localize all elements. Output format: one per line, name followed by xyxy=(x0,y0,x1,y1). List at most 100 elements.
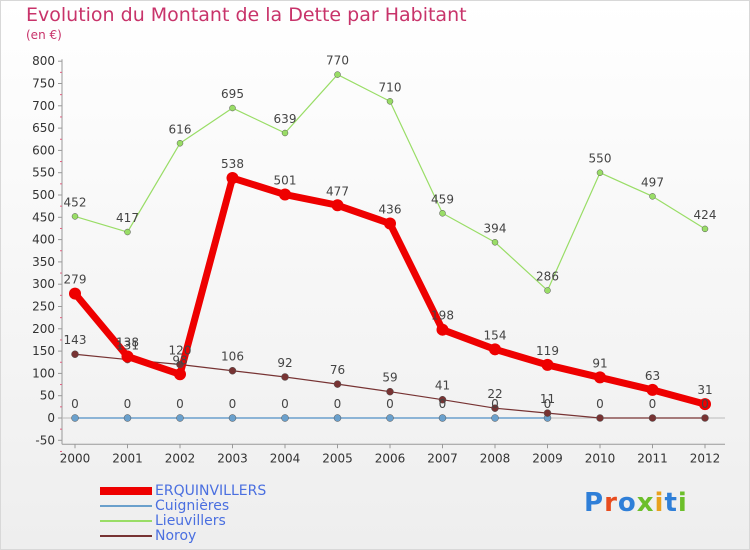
y-tick-label: 250 xyxy=(32,300,55,314)
data-point xyxy=(121,350,134,363)
x-tick-label: 2002 xyxy=(165,451,196,465)
chart-title: Evolution du Montant de la Dette par Hab… xyxy=(26,4,467,26)
data-label: 477 xyxy=(326,184,349,198)
data-point xyxy=(541,358,554,371)
data-label: 538 xyxy=(221,157,244,171)
y-tick-label: 750 xyxy=(32,77,55,91)
data-point xyxy=(438,414,447,422)
x-tick-label: 2005 xyxy=(322,451,353,465)
data-point xyxy=(384,217,396,230)
x-tick-label: 2000 xyxy=(60,451,91,465)
data-label: 0 xyxy=(176,397,184,411)
y-tick-label: 700 xyxy=(32,99,55,113)
data-point xyxy=(386,387,394,396)
data-point xyxy=(124,228,131,236)
data-point xyxy=(701,414,709,422)
data-point xyxy=(701,225,709,233)
x-tick-label: 2009 xyxy=(532,451,563,465)
data-point xyxy=(596,169,604,176)
data-point xyxy=(544,287,551,294)
data-label: 0 xyxy=(491,397,499,411)
y-tick-label: 650 xyxy=(32,121,55,135)
data-label: 98 xyxy=(172,353,187,367)
data-label: 131 xyxy=(116,339,139,353)
data-point xyxy=(176,140,184,147)
data-point xyxy=(176,360,184,369)
y-tick-label: 800 xyxy=(32,54,55,68)
data-label: 11 xyxy=(540,392,555,406)
y-tick-label: 500 xyxy=(32,188,55,202)
y-tick-label: 0 xyxy=(47,411,55,425)
data-point xyxy=(228,366,237,375)
logo-letter: i xyxy=(654,488,665,518)
data-point xyxy=(594,371,606,384)
x-tick-label: 2008 xyxy=(480,451,511,465)
y-tick-label: 200 xyxy=(32,322,55,336)
logo-letter: P xyxy=(584,488,605,518)
x-tick-label: 2011 xyxy=(637,451,668,465)
data-label: 0 xyxy=(701,397,709,411)
data-point xyxy=(279,188,291,201)
data-label: 695 xyxy=(221,87,244,101)
data-point xyxy=(491,414,499,422)
data-point xyxy=(71,213,79,220)
y-tick-label: 400 xyxy=(32,233,55,247)
data-point xyxy=(123,414,132,422)
x-tick-label: 2007 xyxy=(427,451,458,465)
logo-letter: r xyxy=(604,488,618,518)
data-point xyxy=(333,380,342,388)
data-label: 31 xyxy=(697,383,712,397)
data-label: 0 xyxy=(649,397,657,411)
data-point xyxy=(331,199,344,212)
data-label: 550 xyxy=(589,152,612,166)
data-point xyxy=(174,368,186,381)
data-label: 452 xyxy=(64,195,87,209)
legend-label: Lieuvillers xyxy=(155,513,226,529)
x-tick-label: 2006 xyxy=(375,451,406,465)
data-point xyxy=(176,414,184,422)
data-label: 710 xyxy=(379,80,402,94)
data-label: 92 xyxy=(277,356,292,370)
data-label: 63 xyxy=(645,369,660,383)
data-label: 0 xyxy=(334,397,342,411)
y-tick-label: 150 xyxy=(32,344,55,358)
data-point xyxy=(71,414,79,422)
data-point xyxy=(226,172,239,185)
data-point xyxy=(649,193,656,200)
legend-label: Cuignières xyxy=(155,498,230,514)
data-label: 0 xyxy=(596,397,604,411)
data-label: 120 xyxy=(169,343,192,357)
data-point xyxy=(334,71,341,78)
data-label: 154 xyxy=(484,328,507,342)
y-tick-label: 600 xyxy=(32,143,55,157)
logo-letter: t xyxy=(664,488,678,518)
chart-subtitle: (en €) xyxy=(26,28,62,42)
data-label: 106 xyxy=(221,350,244,364)
data-point xyxy=(228,414,237,422)
data-label: 501 xyxy=(274,174,297,188)
data-point xyxy=(229,104,236,112)
data-point xyxy=(489,343,501,356)
data-label: 138 xyxy=(116,335,139,349)
legend-swatch xyxy=(100,487,152,495)
data-label: 0 xyxy=(124,397,132,411)
data-label: 279 xyxy=(64,273,87,287)
data-label: 22 xyxy=(487,387,502,401)
data-label: 0 xyxy=(71,397,79,411)
legend-swatch xyxy=(100,505,152,507)
proxiti-logo: Proxiti xyxy=(584,488,688,518)
data-label: 616 xyxy=(169,122,192,136)
data-point xyxy=(438,395,447,404)
data-point xyxy=(439,210,446,217)
y-tick-label: 350 xyxy=(32,255,55,269)
logo-letter: i xyxy=(677,488,688,518)
data-point xyxy=(436,323,449,336)
data-label: 394 xyxy=(484,221,507,235)
data-label: 143 xyxy=(64,333,87,347)
y-tick-label: 50 xyxy=(40,389,55,403)
data-label: 424 xyxy=(694,208,717,222)
y-tick-label: 450 xyxy=(32,210,55,224)
data-label: 639 xyxy=(274,112,297,126)
